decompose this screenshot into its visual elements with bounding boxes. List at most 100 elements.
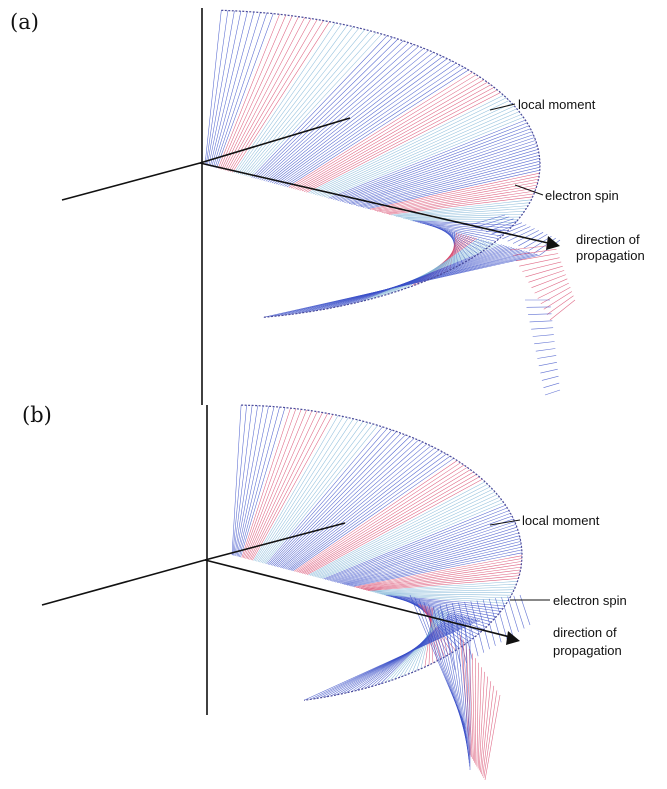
fan-line <box>263 46 419 182</box>
axis-line <box>61 162 201 201</box>
fan-line <box>234 405 258 556</box>
fan-line <box>257 418 354 562</box>
fan-line <box>333 125 530 200</box>
fan-line <box>266 426 383 565</box>
fan-line <box>362 163 541 208</box>
ribbon-line <box>543 291 573 310</box>
fan-line <box>366 575 520 591</box>
ribbon-line <box>478 671 485 771</box>
axis-line <box>41 559 206 606</box>
fan-line <box>308 94 504 194</box>
fan-line <box>278 439 419 568</box>
fan-line <box>288 72 473 188</box>
fan-line <box>365 166 541 209</box>
fan-line <box>362 569 521 590</box>
fan-line <box>301 250 525 314</box>
annotation-local-moment-a: local moment <box>518 97 596 112</box>
fan-line <box>343 538 521 585</box>
fan-line <box>241 408 291 558</box>
fan-line <box>321 502 504 579</box>
fan-line <box>337 131 533 201</box>
fan-line <box>223 16 299 171</box>
ribbon-line <box>445 604 462 667</box>
ribbon-line <box>451 615 469 757</box>
fan-line <box>244 409 302 559</box>
fan-line <box>273 434 406 567</box>
fan-line <box>398 208 527 218</box>
fan-line <box>235 405 264 557</box>
fan-line <box>381 187 537 213</box>
fan-line <box>273 56 443 184</box>
fan-line <box>289 453 447 571</box>
ribbon-line <box>465 644 473 759</box>
fan-line <box>328 513 511 581</box>
fan-line <box>293 460 458 572</box>
fan-line <box>233 405 253 556</box>
fan-line <box>293 76 481 189</box>
fan-line <box>235 23 342 174</box>
fan-line <box>352 552 523 587</box>
fan-line <box>424 223 500 240</box>
fan-line <box>232 21 330 173</box>
ribbon-line <box>535 348 556 352</box>
fan-line <box>319 499 502 579</box>
outer-arc <box>241 404 523 701</box>
axis-line <box>199 162 549 244</box>
fan-line <box>243 29 366 176</box>
fan-line <box>383 594 507 604</box>
fan-line <box>252 414 334 561</box>
fan-line <box>271 54 439 184</box>
fan-line <box>247 411 318 560</box>
fan-line <box>264 425 379 564</box>
ribbon-line <box>531 274 566 288</box>
fan-line <box>256 417 349 562</box>
fan-line <box>224 17 306 171</box>
fan-line <box>275 436 411 567</box>
fan-line <box>286 449 439 570</box>
fan-line <box>378 593 512 596</box>
fan-line <box>237 25 348 175</box>
fan-line <box>242 408 297 558</box>
fan-line <box>371 583 517 592</box>
fan-line <box>284 67 465 187</box>
fan-line <box>318 496 500 578</box>
ribbon-line <box>455 618 470 760</box>
fan-line <box>395 205 529 217</box>
fan-line <box>216 13 274 169</box>
fan-line <box>323 504 506 580</box>
spin-helix-diagram-b <box>41 404 550 781</box>
fan-line <box>217 14 280 169</box>
fan-line <box>281 443 427 569</box>
fan-line <box>226 18 312 172</box>
fan-line <box>380 593 510 599</box>
fan-line <box>282 445 432 569</box>
fan-line <box>321 111 520 197</box>
fan-line <box>376 592 513 594</box>
fan-line <box>348 146 538 204</box>
fan-line <box>250 413 328 561</box>
fan-line <box>278 60 452 185</box>
fan-line <box>376 181 538 212</box>
fan-line <box>259 419 359 563</box>
fan-line <box>354 555 523 588</box>
fan-line <box>239 406 280 557</box>
fan-line <box>405 216 521 220</box>
ribbon-line <box>534 341 555 345</box>
ribbon-line <box>540 368 558 374</box>
fan-line <box>324 507 508 580</box>
ribbon-line <box>519 257 560 267</box>
fan-line <box>332 247 512 308</box>
fan-line <box>328 119 526 199</box>
fan-line <box>326 510 510 581</box>
fan-line <box>360 160 540 208</box>
fan-line <box>336 526 518 583</box>
fan-line <box>333 521 515 582</box>
fan-line <box>314 249 520 312</box>
fan-line <box>311 486 491 577</box>
ribbon-line <box>546 295 574 315</box>
fan-line <box>233 22 336 174</box>
fan-line <box>369 581 518 592</box>
fan-line <box>284 447 436 570</box>
fan-line <box>372 175 540 211</box>
fan-line <box>323 114 522 198</box>
